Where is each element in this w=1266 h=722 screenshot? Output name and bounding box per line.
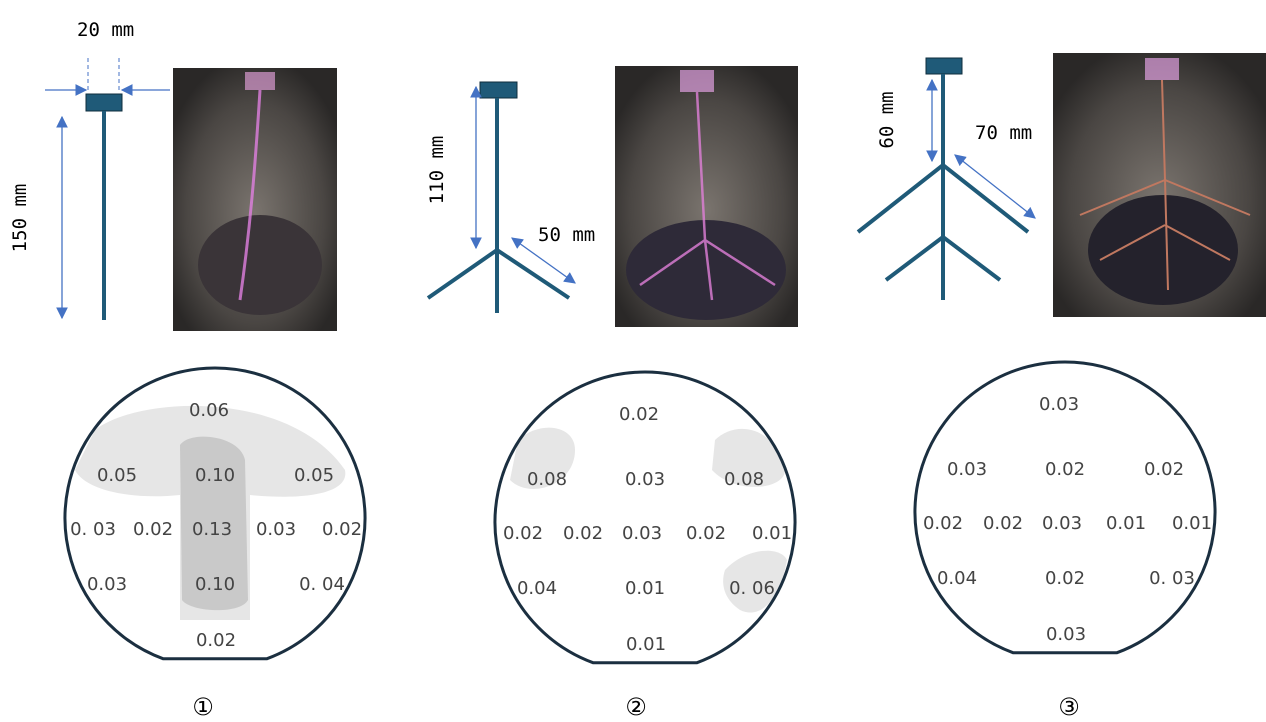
wafer-value: 0.01 xyxy=(752,523,792,544)
wafer-value: 0.05 xyxy=(97,465,137,486)
wafer-shading xyxy=(75,406,787,620)
wafer-value: 0.03 xyxy=(87,574,127,595)
panel-number: ③ xyxy=(1058,693,1080,721)
wafer-value: 0.01 xyxy=(625,578,665,599)
wafer-value: 0.02 xyxy=(619,404,659,425)
wafer-value: 0.02 xyxy=(563,523,603,544)
wafer-value: 0.02 xyxy=(923,513,963,534)
wafer-value: 0.01 xyxy=(1172,513,1212,534)
wafer-value: 0.04 xyxy=(937,568,977,589)
wafer-value: 0.10 xyxy=(195,465,235,486)
wafer-value: 0.13 xyxy=(192,519,232,540)
panel-number: ② xyxy=(625,693,647,721)
dimension-label: 110 mm xyxy=(426,136,448,205)
photo-1 xyxy=(173,68,337,331)
wafer-value: 0. 06 xyxy=(729,578,775,599)
wafer-value: 0.05 xyxy=(294,465,334,486)
dimension-label: 50 mm xyxy=(538,224,595,246)
wafer-value: 0.02 xyxy=(1144,459,1184,480)
wafer-value: 0.03 xyxy=(1042,513,1082,534)
wafer-value: 0.02 xyxy=(1045,568,1085,589)
wafer-value: 0.08 xyxy=(724,469,764,490)
wafer-value: 0.01 xyxy=(626,634,666,655)
antenna-3: 60 mm 70 mm xyxy=(858,58,1035,300)
wafer-value: 0.03 xyxy=(625,469,665,490)
wafer-value: 0.02 xyxy=(983,513,1023,534)
dimension-label: 150 mm xyxy=(9,184,31,253)
dimension-label: 60 mm xyxy=(876,91,898,148)
photo-3 xyxy=(1053,53,1266,317)
wafer-value: 0.08 xyxy=(527,469,567,490)
wafer-value: 0.10 xyxy=(195,574,235,595)
antenna-2: 110 mm 50 mm xyxy=(426,82,595,313)
wafer-value: 0.03 xyxy=(622,523,662,544)
wafer-value: 0.04 xyxy=(517,578,557,599)
wafer-value: 0.03 xyxy=(1046,624,1086,645)
antenna-1: 20 mm 150 mm xyxy=(9,19,170,320)
wafer-value: 0.02 xyxy=(686,523,726,544)
wafer-value: 0.06 xyxy=(189,400,229,421)
wafer-value: 0.02 xyxy=(133,519,173,540)
figure: 20 mm 150 mm 110 mm 50 mm 60 mm 70 mm 0.… xyxy=(0,0,1266,722)
panel-number: ① xyxy=(192,693,214,721)
wafer-value: 0.02 xyxy=(503,523,543,544)
dimension-label: 70 mm xyxy=(975,122,1032,144)
wafer-value: 0.01 xyxy=(1106,513,1146,534)
wafer-value: 0. 04 xyxy=(299,574,345,595)
wafer-value: 0. 03 xyxy=(70,519,116,540)
wafer-value: 0.03 xyxy=(1039,394,1079,415)
wafer-value: 0.02 xyxy=(196,630,236,651)
wafer-value: 0. 03 xyxy=(1149,568,1195,589)
photo-2 xyxy=(615,66,798,327)
wafer-value: 0.02 xyxy=(1045,459,1085,480)
dimension-label: 20 mm xyxy=(77,19,134,41)
wafer-value: 0.03 xyxy=(256,519,296,540)
wafer-value: 0.03 xyxy=(947,459,987,480)
wafer-value: 0.02 xyxy=(322,519,362,540)
